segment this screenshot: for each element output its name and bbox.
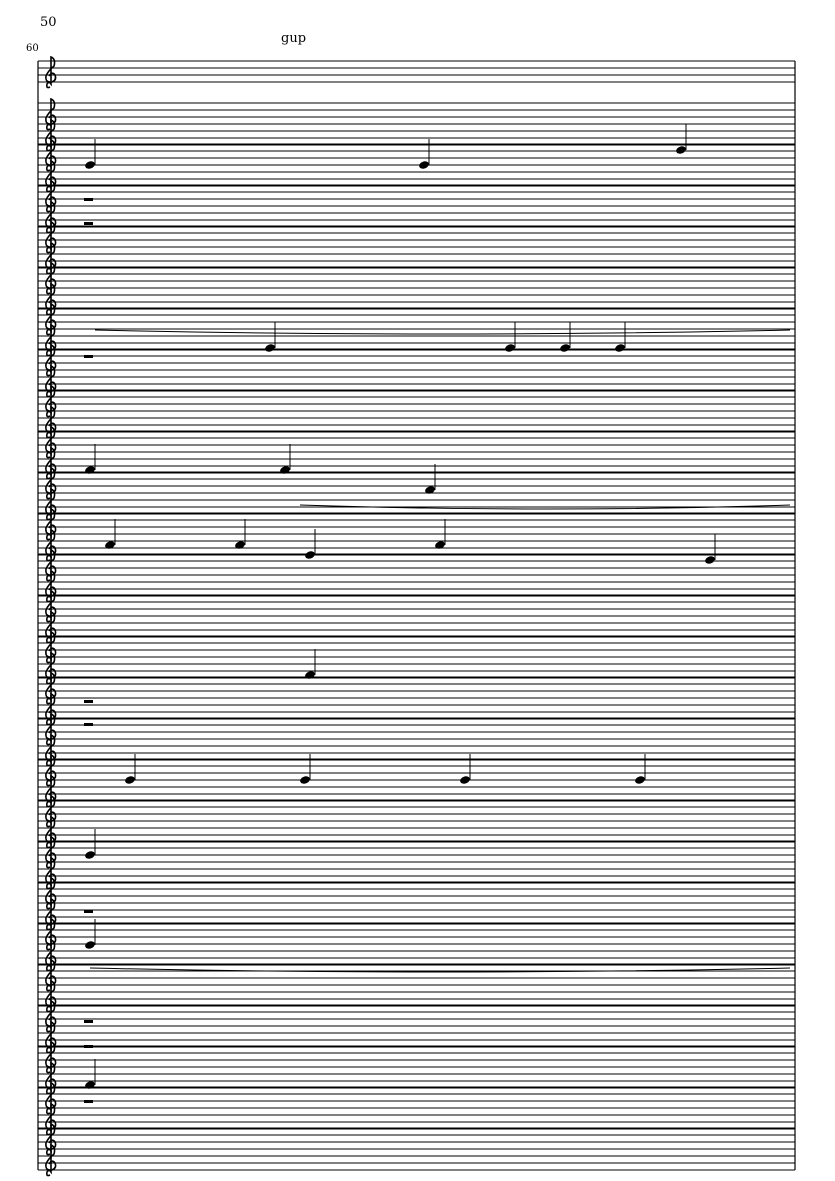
whole-rest	[84, 723, 93, 726]
whole-rest	[84, 910, 93, 913]
treble-clef-icon	[45, 1102, 57, 1136]
treble-clef-icon	[45, 220, 57, 254]
treble-clef-icon	[45, 159, 57, 193]
note-head	[676, 146, 686, 154]
treble-clef-icon	[45, 712, 57, 746]
treble-clef-icon	[45, 1020, 57, 1054]
note-head	[125, 776, 135, 784]
treble-clef-icon	[45, 815, 57, 849]
treble-clef-icon	[45, 692, 57, 726]
note-head	[235, 541, 245, 549]
treble-clef-icon	[45, 938, 57, 972]
treble-clef-icon	[45, 261, 57, 295]
tie	[94, 329, 791, 335]
note-head	[280, 466, 290, 474]
treble-clef-icon	[45, 138, 57, 172]
treble-clef-icon	[45, 835, 57, 869]
treble-clef-icon	[45, 651, 57, 685]
treble-clef-icon	[45, 302, 57, 336]
treble-clef-icon	[45, 630, 57, 664]
treble-clef-icon	[45, 979, 57, 1013]
treble-clef-icon	[45, 1040, 57, 1074]
treble-clef-icon	[45, 876, 57, 910]
treble-clef-icon	[45, 241, 57, 275]
note-head	[635, 776, 645, 784]
note-head	[300, 776, 310, 784]
note-head	[305, 671, 315, 679]
treble-clef-icon	[45, 1143, 57, 1177]
staff-number: 60	[26, 43, 39, 54]
treble-clef-icon	[45, 794, 57, 828]
note-head	[265, 344, 275, 352]
treble-clef-icon	[45, 507, 57, 541]
note-head	[705, 556, 715, 564]
treble-clef-icon	[45, 487, 57, 521]
treble-clef-icon	[45, 774, 57, 808]
treble-clef-icon	[45, 753, 57, 787]
note-head	[460, 776, 470, 784]
note-head	[85, 1081, 95, 1089]
treble-clef-icon	[45, 55, 57, 89]
note-head	[85, 466, 95, 474]
note-head	[615, 344, 625, 352]
note-head	[105, 541, 115, 549]
treble-clef-icon	[45, 958, 57, 992]
treble-clef-icon	[45, 897, 57, 931]
treble-clef-icon	[45, 179, 57, 213]
treble-clef-icon	[45, 856, 57, 890]
treble-clef-icon	[45, 733, 57, 767]
note-head	[425, 486, 435, 494]
treble-clef-icon	[45, 1081, 57, 1115]
note-head	[435, 541, 445, 549]
treble-clef-icon	[45, 589, 57, 623]
treble-clef-icon	[45, 323, 57, 357]
note-head	[305, 551, 315, 559]
treble-clef-icon	[45, 405, 57, 439]
treble-clef-icon	[45, 118, 57, 152]
tie	[89, 967, 791, 973]
treble-clef-icon	[45, 384, 57, 418]
whole-rest	[84, 355, 93, 358]
treble-clef-icon	[45, 569, 57, 603]
note-head	[505, 344, 515, 352]
treble-clef-icon	[45, 917, 57, 951]
treble-clef-icon	[45, 282, 57, 316]
note-head	[419, 161, 429, 169]
treble-clef-icon	[45, 528, 57, 562]
treble-clef-icon	[45, 97, 57, 131]
treble-clef-icon	[45, 200, 57, 234]
note-head	[85, 941, 95, 949]
treble-clef-icon	[45, 425, 57, 459]
tie	[299, 504, 791, 510]
whole-rest	[84, 700, 93, 703]
whole-rest	[84, 222, 93, 225]
treble-clef-icon	[45, 1122, 57, 1156]
text-mark: gup	[281, 31, 307, 46]
treble-clef-icon	[45, 548, 57, 582]
whole-rest	[84, 1100, 93, 1103]
measure-number: 50	[40, 15, 57, 30]
whole-rest	[84, 1045, 93, 1048]
treble-clef-icon	[45, 1061, 57, 1095]
whole-rest	[84, 198, 93, 201]
treble-clef-icon	[45, 343, 57, 377]
treble-clef-icon	[45, 610, 57, 644]
treble-clef-icon	[45, 446, 57, 480]
whole-rest	[84, 1020, 93, 1023]
note-head	[85, 851, 95, 859]
treble-clef-icon	[45, 999, 57, 1033]
note-head	[560, 344, 570, 352]
treble-clef-icon	[45, 466, 57, 500]
treble-clef-icon	[45, 671, 57, 705]
treble-clef-icon	[45, 364, 57, 398]
note-head	[85, 161, 95, 169]
